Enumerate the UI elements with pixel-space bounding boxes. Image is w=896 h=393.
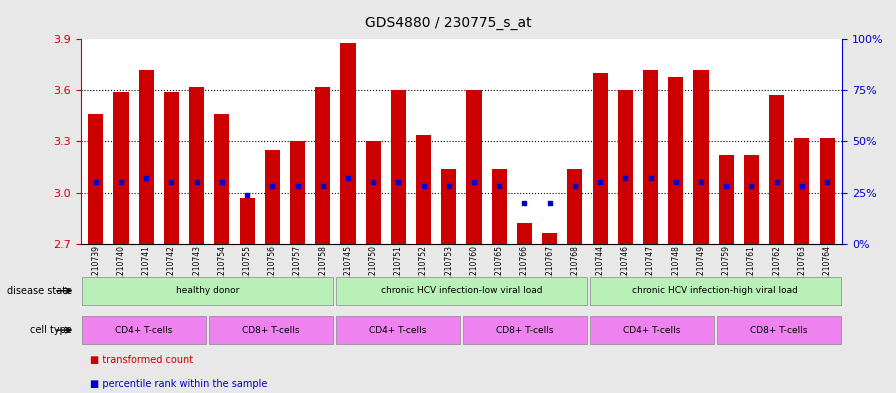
Text: cell type: cell type	[30, 325, 72, 335]
Bar	[214, 114, 229, 244]
Point	[392, 179, 406, 185]
Point	[114, 179, 128, 185]
Point	[315, 183, 330, 189]
Point	[340, 175, 355, 182]
Bar	[239, 198, 254, 244]
Point	[467, 179, 481, 185]
Bar	[391, 90, 406, 244]
Point	[366, 179, 380, 185]
Point	[820, 179, 834, 185]
Point	[215, 179, 229, 185]
Bar	[592, 73, 607, 244]
Bar	[492, 169, 507, 244]
Point	[265, 183, 280, 189]
Point	[668, 179, 683, 185]
Point	[568, 183, 582, 189]
Point	[417, 183, 431, 189]
Text: chronic HCV infection-low viral load: chronic HCV infection-low viral load	[381, 286, 542, 295]
Bar	[441, 169, 456, 244]
Point	[719, 183, 734, 189]
Point	[139, 175, 153, 182]
Text: ■ percentile rank within the sample: ■ percentile rank within the sample	[90, 379, 267, 389]
Text: CD8+ T-cells: CD8+ T-cells	[242, 326, 300, 334]
Point	[745, 183, 759, 189]
Point	[643, 175, 658, 182]
Point	[795, 183, 809, 189]
Bar	[114, 92, 128, 244]
Point	[189, 179, 203, 185]
Bar	[340, 43, 356, 244]
FancyBboxPatch shape	[82, 277, 333, 305]
Bar	[694, 70, 709, 244]
Bar	[744, 155, 759, 244]
Bar	[719, 155, 734, 244]
Bar	[618, 90, 633, 244]
Text: disease state: disease state	[6, 286, 72, 296]
Text: CD4+ T-cells: CD4+ T-cells	[116, 326, 173, 334]
Bar	[517, 223, 532, 244]
Bar	[467, 90, 482, 244]
Text: CD8+ T-cells: CD8+ T-cells	[750, 326, 807, 334]
FancyBboxPatch shape	[209, 316, 333, 344]
Text: GDS4880 / 230775_s_at: GDS4880 / 230775_s_at	[365, 16, 531, 30]
Point	[240, 191, 254, 198]
Bar	[567, 169, 582, 244]
Point	[164, 179, 178, 185]
Bar	[769, 95, 784, 244]
Text: CD4+ T-cells: CD4+ T-cells	[623, 326, 681, 334]
Text: CD8+ T-cells: CD8+ T-cells	[496, 326, 554, 334]
Text: CD4+ T-cells: CD4+ T-cells	[369, 326, 426, 334]
Point	[543, 200, 557, 206]
Bar	[416, 135, 431, 244]
Point	[694, 179, 708, 185]
Bar	[189, 87, 204, 244]
Point	[517, 200, 531, 206]
Point	[442, 183, 456, 189]
Bar	[366, 141, 381, 244]
Point	[618, 175, 633, 182]
Bar	[542, 233, 557, 244]
Bar	[139, 70, 154, 244]
Bar	[315, 87, 331, 244]
FancyBboxPatch shape	[82, 316, 206, 344]
Bar	[643, 70, 659, 244]
Point	[593, 179, 607, 185]
FancyBboxPatch shape	[336, 277, 587, 305]
Bar	[290, 141, 305, 244]
Point	[89, 179, 103, 185]
Bar	[820, 138, 835, 244]
Text: healthy donor: healthy donor	[176, 286, 239, 295]
Text: ■ transformed count: ■ transformed count	[90, 356, 193, 365]
Bar	[668, 77, 684, 244]
Text: chronic HCV infection-high viral load: chronic HCV infection-high viral load	[633, 286, 798, 295]
FancyBboxPatch shape	[462, 316, 587, 344]
FancyBboxPatch shape	[590, 316, 714, 344]
FancyBboxPatch shape	[590, 277, 841, 305]
Bar	[264, 150, 280, 244]
Bar	[88, 114, 103, 244]
Point	[290, 183, 305, 189]
FancyBboxPatch shape	[336, 316, 461, 344]
Bar	[164, 92, 179, 244]
FancyBboxPatch shape	[717, 316, 841, 344]
Bar	[795, 138, 809, 244]
Point	[492, 183, 506, 189]
Point	[770, 179, 784, 185]
